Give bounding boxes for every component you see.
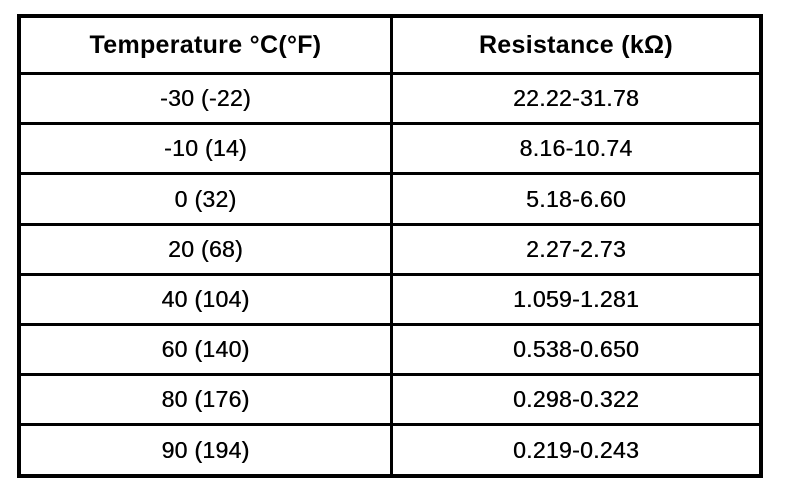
table-cell-resistance: 0.298-0.322 [389, 373, 763, 427]
table-cell-temperature: -10 (14) [17, 122, 393, 176]
table-row: -30 (-22) 22.22-31.78 [17, 71, 763, 126]
table-cell-resistance: 0.538-0.650 [389, 323, 763, 377]
table-cell-temperature: 80 (176) [17, 373, 393, 427]
table-cell-temperature: 40 (104) [17, 272, 393, 327]
column-header-resistance: Resistance (kΩ) [389, 14, 763, 75]
table-row: 0 (32) 5.18-6.60 [17, 172, 763, 226]
table-row: 20 (68) 2.27-2.73 [17, 222, 763, 276]
table-cell-resistance: 8.16-10.74 [389, 122, 763, 176]
table-cell-resistance: 22.22-31.78 [389, 71, 763, 126]
table-row: Temperature °C(°F) Resistance (kΩ) [17, 14, 763, 75]
table-row: 80 (176) 0.298-0.322 [17, 373, 763, 427]
temperature-resistance-table: Temperature °C(°F) Resistance (kΩ) -30 (… [17, 14, 763, 478]
table-body: -30 (-22) 22.22-31.78 -10 (14) 8.16-10.7… [17, 71, 763, 478]
table-cell-temperature: 60 (140) [17, 323, 393, 377]
table-row: 40 (104) 1.059-1.281 [17, 272, 763, 327]
table-cell-temperature: 90 (194) [17, 423, 393, 478]
table-cell-temperature: 20 (68) [17, 222, 393, 276]
table-row: -10 (14) 8.16-10.74 [17, 122, 763, 176]
column-header-temperature: Temperature °C(°F) [17, 14, 393, 75]
table-cell-resistance: 1.059-1.281 [389, 272, 763, 327]
table-cell-resistance: 2.27-2.73 [389, 222, 763, 276]
table-header-row: Temperature °C(°F) Resistance (kΩ) [17, 14, 763, 75]
table-cell-temperature: 0 (32) [17, 172, 393, 226]
table-row: 60 (140) 0.538-0.650 [17, 323, 763, 377]
table-cell-resistance: 0.219-0.243 [389, 423, 763, 478]
table-cell-resistance: 5.18-6.60 [389, 172, 763, 226]
table-row: 90 (194) 0.219-0.243 [17, 423, 763, 478]
table-cell-temperature: -30 (-22) [17, 71, 393, 126]
